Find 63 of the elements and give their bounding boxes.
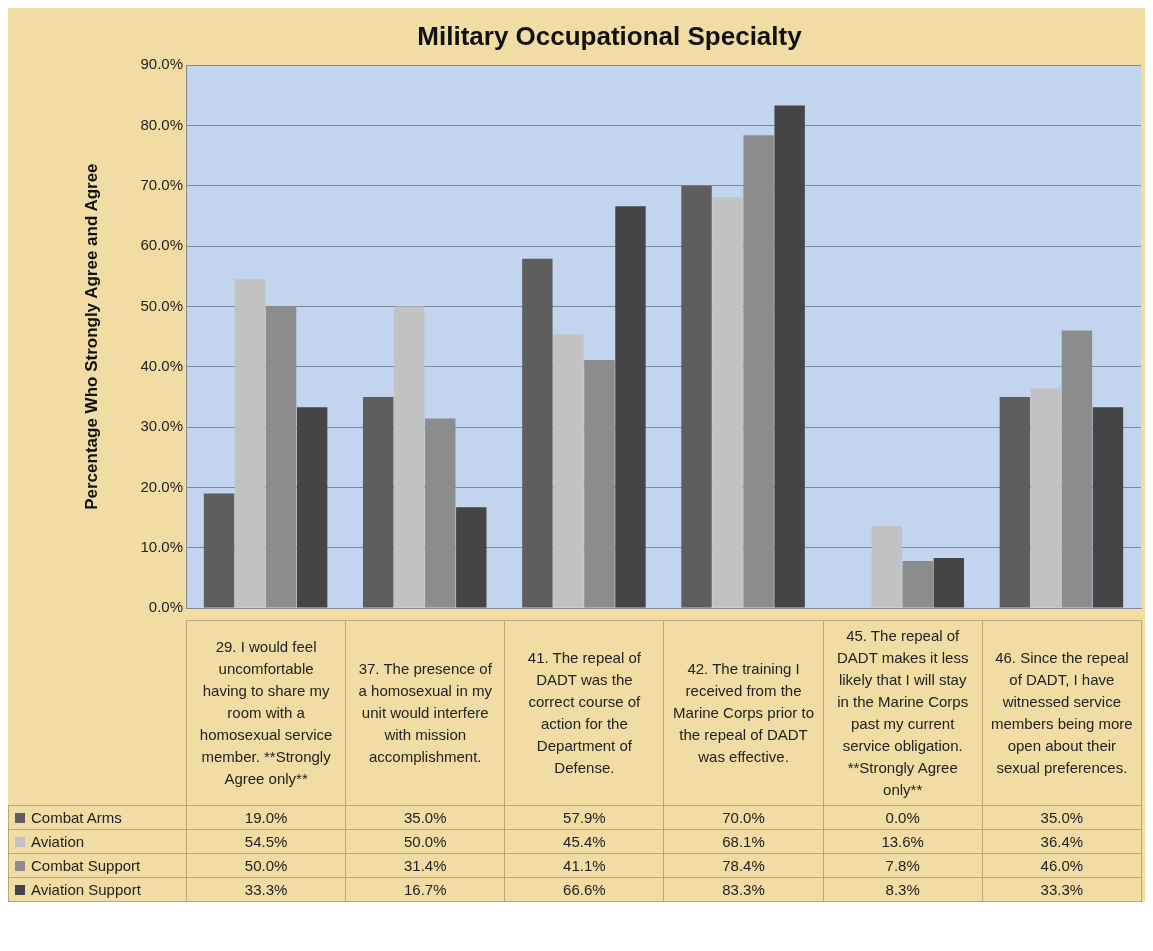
bar: [1092, 407, 1124, 608]
data-label: 54.5%: [186, 829, 346, 854]
data-label: 7.8%: [823, 853, 983, 878]
x-tick-label: 41. The repeal of DADT was the correct course of action for the Department of Defense.: [504, 620, 664, 806]
bar: [871, 525, 902, 608]
bar: [615, 206, 646, 608]
bar: [296, 407, 328, 608]
data-label: 57.9%: [504, 805, 664, 830]
bar: [553, 334, 584, 608]
data-label: 66.6%: [504, 877, 664, 902]
chart-title: Military Occupational Specialty: [417, 20, 803, 51]
data-label: 33.3%: [186, 877, 346, 902]
y-axis-title: Percentage Who Strongly Agree and Agree: [81, 163, 101, 510]
data-label: 70.0%: [663, 805, 824, 830]
bar: [681, 185, 712, 608]
bar: [203, 493, 235, 608]
data-label: 46.0%: [982, 853, 1142, 878]
data-label: 16.7%: [345, 877, 505, 902]
y-tick-label: 30.0%: [140, 417, 183, 435]
bar: [234, 279, 266, 608]
x-tick-label: 46. Since the repeal of DADT, I have witnessed service members being more open about their sexual preferences.: [982, 620, 1142, 806]
bar: [522, 258, 553, 608]
y-tick-label: 60.0%: [140, 236, 183, 254]
data-label: 8.3%: [823, 877, 983, 902]
y-tick-label: 70.0%: [140, 175, 183, 193]
bar: [1030, 388, 1062, 608]
bar: [362, 396, 394, 608]
bar: [712, 197, 743, 608]
y-tick-label: 0.0%: [148, 598, 183, 616]
legend-label: Combat Support: [8, 853, 187, 878]
data-label: 0.0%: [823, 805, 983, 830]
x-tick-label: 42. The training I received from the Marine Corps prior to the repeal of DADT was effective.: [663, 620, 824, 806]
y-tick-label: 40.0%: [140, 356, 183, 374]
bar: [933, 557, 965, 608]
data-label: 35.0%: [345, 805, 505, 830]
data-label: 36.4%: [982, 829, 1142, 854]
data-label: 13.6%: [823, 829, 983, 854]
legend-label: Aviation: [8, 829, 187, 854]
y-tick-label: 10.0%: [140, 537, 183, 555]
legend-label: Aviation Support: [8, 877, 187, 902]
data-label: 50.0%: [186, 853, 346, 878]
x-tick-label: 37. The presence of a homosexual in my unit would interfere with mission accomplishment.: [345, 620, 505, 806]
data-label: 35.0%: [982, 805, 1142, 830]
y-tick-label: 20.0%: [140, 477, 183, 495]
category-label: 29. I would feel uncomfortable having to share my room with a homosexual service member. **Strongly Agree only**: [199, 638, 333, 787]
bar: [999, 396, 1031, 608]
data-label: 31.4%: [345, 853, 505, 878]
data-label: 50.0%: [345, 829, 505, 854]
bar: [456, 507, 487, 608]
bar: [774, 105, 805, 608]
y-tick-label: 80.0%: [140, 115, 183, 133]
data-label: 33.3%: [982, 877, 1142, 902]
legend-label: Combat Arms: [8, 805, 187, 830]
data-label: 83.3%: [663, 877, 824, 902]
y-tick-label: 50.0%: [140, 296, 183, 314]
category-label: 45. The repeal of DADT makes it less likely that I will stay in the Marine Corps past my current service obligation. **Strongly Agree only**: [836, 627, 969, 798]
bar: [394, 306, 425, 608]
data-label: 19.0%: [186, 805, 346, 830]
data-label: 68.1%: [663, 829, 824, 854]
data-label: 78.4%: [663, 853, 824, 878]
data-label: 41.1%: [504, 853, 664, 878]
data-label: 45.4%: [504, 829, 664, 854]
y-tick-label: 90.0%: [140, 55, 183, 73]
